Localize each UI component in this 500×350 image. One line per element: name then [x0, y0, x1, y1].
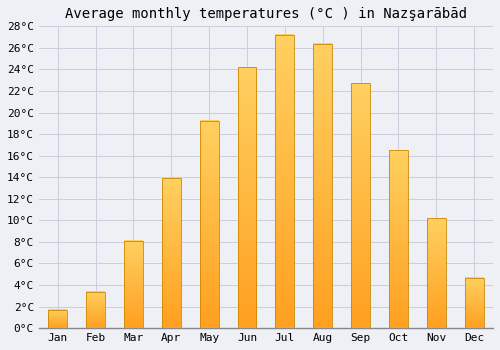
- Bar: [276, 35, 294, 328]
- Bar: [351, 83, 370, 328]
- Bar: [313, 43, 332, 328]
- Bar: [48, 310, 67, 328]
- Bar: [389, 150, 408, 328]
- Title: Average monthly temperatures (°C ) in Nazşarābād: Average monthly temperatures (°C ) in Na…: [65, 7, 467, 21]
- Bar: [200, 121, 218, 328]
- Bar: [464, 278, 483, 328]
- Bar: [86, 292, 105, 328]
- Bar: [162, 178, 181, 328]
- Bar: [124, 241, 143, 328]
- Bar: [427, 218, 446, 328]
- Bar: [238, 67, 256, 328]
